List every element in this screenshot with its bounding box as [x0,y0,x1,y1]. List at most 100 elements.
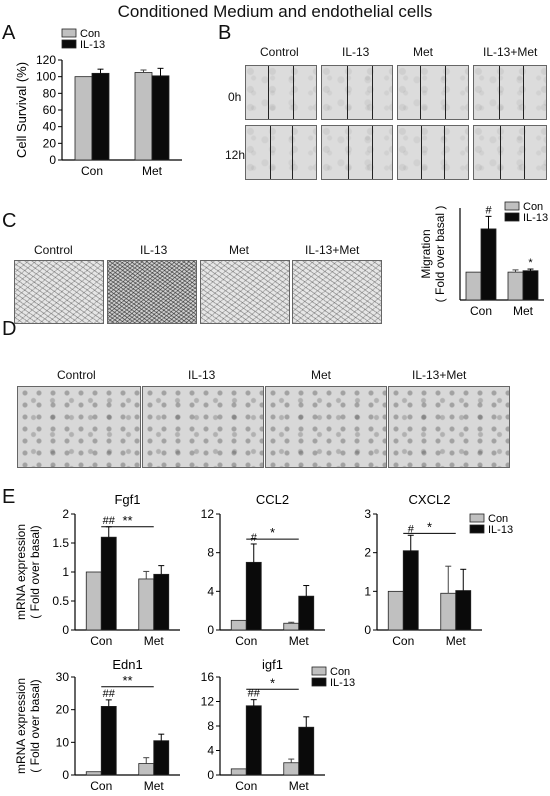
x-tick-label: Met [513,304,534,318]
chart-migration: Migration( Fold over basal )Con Met#*ConI… [419,201,548,318]
x-tick-label: Con [470,304,492,318]
chart-title: Edn1 [112,657,142,672]
bar [440,592,457,631]
chart-ccl2: CCL2 0 4 8 12 Con Met # * [201,492,325,648]
panel-b-col-met: Met [413,45,434,59]
y-tick-label: 40 [43,120,57,134]
y-axis-label: Migration [419,229,433,278]
y-axis-label: Cell Survival (%) [14,62,29,158]
panel-b-row-0h: 0h [228,90,242,104]
significance-bracket-label: ** [122,673,132,688]
wound-image [473,65,547,120]
x-tick-label: Con [235,779,257,793]
y-tick-label: 0 [207,768,214,782]
bar [298,726,315,776]
y-tick-label: 0.5 [52,594,69,608]
bar [91,72,110,161]
transwell-image [14,260,104,324]
y-tick-label: 60 [43,103,57,117]
x-tick-label: Con [90,634,112,648]
chart-edn1: Edn1 0 10 20 30 mRNA expression( Fold over ba… [14,657,180,793]
y-axis-label: mRNA expression [14,524,28,620]
bar [100,706,117,776]
bar [230,619,247,631]
x-tick-label: Met [289,634,310,648]
panel-d-label-il13-met: IL-13+Met [412,368,467,382]
legend-swatch-il13 [61,39,77,49]
panel-b-col-il13: IL-13 [342,45,370,59]
legend-label-il13: IL-13 [330,677,355,689]
significance-mark: # [408,523,415,535]
panel-b-wound-images: Control IL-13 Met IL-13+Met 0h 12h [225,45,550,180]
y-tick-label: 12 [201,507,215,521]
y-tick-label: 8 [207,719,214,733]
chart-fgf1: Fgf1 0 0.5 1 1.5 2 mRNA expression( Fold over … [14,492,180,648]
figure-title: Conditioned Medium and endothelial cells [117,2,433,21]
chart-title: CXCL2 [409,492,451,507]
legend-label-con: Con [523,201,543,213]
y-tick-label: 0 [364,623,371,637]
y-tick-label: 4 [207,744,214,758]
y-tick-label: 80 [43,86,57,100]
bar [134,72,153,161]
bar [138,578,155,631]
bar [480,228,497,301]
y-tick-label: 1.5 [52,536,69,550]
y-tick-label: 1 [62,565,69,579]
x-tick-label: Met [289,779,310,793]
y-tick-label: 16 [201,670,215,684]
y-axis-label-2: ( Fold over basal ) [433,206,447,303]
bar [283,622,300,631]
bar [138,763,155,776]
legend-swatch-il13 [469,524,485,534]
bar [507,271,524,301]
bar [283,762,300,776]
y-tick-label: 8 [207,546,214,560]
significance-mark: # [485,204,492,216]
panel-c-label-il13-met: IL-13+Met [305,243,360,257]
wound-image [245,125,317,180]
y-tick-label: 100 [36,70,56,84]
chart-title: CCL2 [256,492,289,507]
y-tick-label: 4 [207,584,214,598]
legend-label-il13: IL-13 [80,39,105,51]
y-tick-label: 120 [36,53,56,67]
y-tick-label: 1 [364,584,371,598]
bar [153,573,170,631]
panel-label-e: E [2,486,16,508]
wound-image [245,65,317,120]
legend-swatch-il13 [311,677,327,687]
panel-c-label-met: Met [229,243,250,257]
bar [387,590,404,631]
chart-title: Fgf1 [114,492,140,507]
tube-formation-image [142,386,264,468]
bar [522,270,539,301]
x-tick-label: Met [144,779,165,793]
y-tick-label: 10 [56,735,70,749]
bar [455,590,472,631]
bar [74,76,93,161]
significance-bracket-label: * [270,525,275,540]
bar [402,550,419,631]
x-tick-label: Met [142,164,163,178]
x-tick-label: Met [446,634,467,648]
significance-mark: # [251,532,258,544]
significance-bracket-label: ** [122,513,132,528]
y-tick-label: 3 [364,507,371,521]
y-tick-label: 20 [56,703,70,717]
y-axis-label-2: ( Fold over basal) [28,679,42,772]
legend-label-il13: IL-13 [488,524,513,536]
y-tick-label: 30 [56,670,70,684]
wound-image [397,125,469,180]
transwell-image [292,260,382,324]
x-tick-label: Con [392,634,414,648]
panel-label-c: C [2,210,17,232]
y-tick-label: 2 [364,546,371,560]
bar [100,536,117,631]
bar [245,705,262,776]
y-tick-label: 0 [62,768,69,782]
tube-formation-image [265,386,387,468]
panel-c-label-control: Control [34,243,73,257]
y-tick-label: 0 [207,623,214,637]
